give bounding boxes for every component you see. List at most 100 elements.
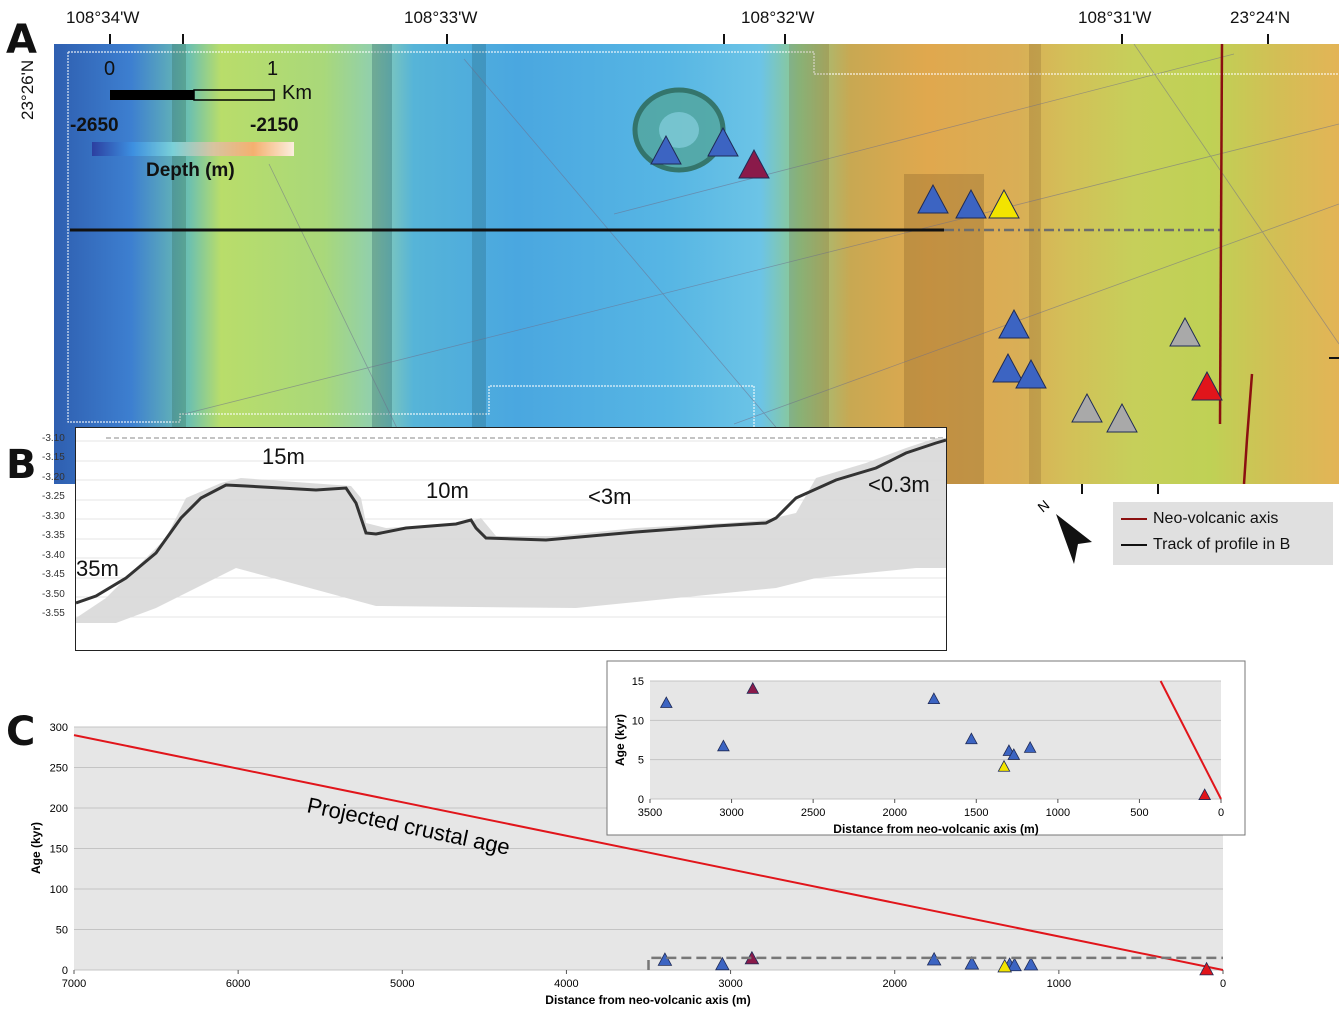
main-x-tick-label: 3000	[718, 978, 742, 990]
inset-x-label: Distance from neo-volcanic axis (m)	[833, 822, 1038, 836]
profile-tick: -3.15	[42, 452, 65, 463]
inset-y-tick-label: 10	[632, 715, 644, 727]
sample-triangle-yellow	[988, 188, 1020, 219]
lat-label-26: 23°26'N	[18, 59, 37, 120]
profile-tick: -3.25	[42, 491, 65, 502]
inset-x-tick-label: 0	[1218, 807, 1224, 819]
depth-max-label: -2150	[250, 115, 299, 136]
profile-label-3m: <3m	[588, 484, 632, 509]
inset-x-tick-label: 3500	[638, 807, 662, 819]
inset-sample-point	[997, 759, 1011, 772]
map-legend: Neo-volcanic axis Track of profile in B	[1113, 502, 1333, 565]
sample-triangle-purple	[738, 148, 770, 179]
inset-sample-point	[1007, 748, 1021, 760]
lat-label-24: 23°24'N	[1230, 8, 1291, 27]
legend-neo-volcanic-axis: Neo-volcanic axis	[1121, 510, 1278, 528]
main-sample-point	[657, 952, 673, 966]
map-right-tick	[1329, 357, 1339, 359]
profile-tick: -3.35	[42, 530, 65, 541]
sample-triangle-gray	[1106, 402, 1138, 433]
north-arrow-icon: N	[1034, 497, 1092, 564]
legend-swatch-track	[1121, 543, 1147, 546]
main-y-tick-label: 300	[50, 722, 68, 734]
main-marks	[73, 734, 1224, 976]
legend-track-of-profile: Track of profile in B	[1121, 536, 1290, 554]
lon-label-33: 108°33'W	[404, 8, 478, 27]
profile-label-15m: 15m	[262, 444, 305, 469]
main-y-tick-label: 50	[56, 925, 68, 937]
main-sample-point	[1199, 961, 1214, 976]
inset-crustal-age-line	[1159, 680, 1222, 800]
map-bottom-ticks	[1081, 484, 1159, 494]
sample-triangle-gray	[1169, 316, 1201, 347]
main-x-tick-label: 4000	[554, 978, 578, 990]
sample-triangle-blue	[917, 183, 949, 214]
inset-x-tick-label: 3000	[719, 807, 743, 819]
profile-tick: -3.50	[42, 589, 65, 600]
main-x-tick-label: 6000	[226, 978, 250, 990]
scale-bar-start: 0	[104, 58, 116, 80]
profile-label-0-3m: <0.3m	[868, 472, 930, 497]
main-y-label: Age (kyr)	[29, 822, 43, 874]
sample-triangle-blue	[955, 188, 987, 219]
inset-marks	[659, 680, 1222, 800]
inset-range-bracket	[647, 956, 1223, 970]
scale-bar-end: 1	[267, 58, 279, 80]
sample-triangle-blue	[992, 352, 1024, 383]
inset-sample-point	[659, 696, 673, 708]
inset-x-tick-label: 1500	[964, 807, 988, 819]
profile-tick: -3.20	[42, 472, 65, 483]
depth-colorbar	[92, 142, 294, 156]
profile-tick: -3.45	[42, 569, 65, 580]
map-overlay	[67, 44, 1339, 484]
inset-grid	[650, 680, 1221, 800]
depth-label: Depth (m)	[146, 160, 235, 181]
scale-bar-unit: Km	[282, 82, 312, 104]
inset-x-tick-label: 2500	[801, 807, 825, 819]
lon-label-31: 108°31'W	[1078, 8, 1152, 27]
sample-triangle-gray	[1071, 392, 1103, 423]
sample-triangle-blue	[1015, 358, 1047, 389]
inset-sample-point	[927, 692, 941, 704]
profile-y-axis: -3.10 -3.15 -3.20 -3.25 -3.30 -3.35 -3.4…	[42, 433, 76, 628]
depth-profile: 15m 10m <3m <0.3m 35m	[75, 427, 947, 651]
main-x-tick-label: 0	[1220, 978, 1226, 990]
sample-triangle-blue	[650, 134, 682, 165]
profile-label-10m: 10m	[426, 478, 469, 503]
inset-sample-point	[1198, 788, 1212, 800]
main-sample-point	[1023, 956, 1039, 971]
profile-tick: -3.40	[42, 550, 65, 561]
sample-triangle-red	[1191, 370, 1223, 401]
scale-bar-white	[193, 89, 275, 101]
legend-label-track: Track of profile in B	[1153, 536, 1291, 553]
inset-y-label: Age (kyr)	[613, 714, 627, 766]
inset-x-tick-label: 1000	[1046, 807, 1070, 819]
svg-text:N: N	[1034, 497, 1052, 516]
lon-label-34: 108°34'W	[66, 8, 140, 27]
inset-sample-point	[746, 682, 760, 694]
map-top-ticks	[109, 34, 1269, 44]
profile-tick: -3.55	[42, 608, 65, 619]
inset-sample-point	[1023, 741, 1037, 753]
depth-min-label: -2650	[70, 115, 119, 136]
main-sample-point	[715, 956, 730, 971]
panel-label-a: A	[6, 17, 37, 63]
inset-x-tick-label: 2000	[882, 807, 906, 819]
legend-swatch-axis	[1121, 517, 1147, 520]
main-x-tick-label: 1000	[1047, 978, 1071, 990]
main-x-tick-label: 7000	[62, 978, 86, 990]
main-y-tick-label: 250	[50, 763, 68, 775]
main-y-tick-label: 0	[62, 965, 68, 977]
inset-ticks: 0 5 10 15 3500 3000 2500 2000 1500 1000 500 0	[632, 676, 1224, 819]
profile-tick: -3.30	[42, 511, 65, 522]
scale-bar-black	[110, 90, 194, 100]
main-y-tick-label: 200	[50, 803, 68, 815]
main-sample-point	[964, 956, 980, 970]
inset-y-tick-label: 0	[638, 794, 644, 806]
neo-volcanic-axis-line	[1218, 44, 1224, 425]
bathymetry-map: 0 1 Km -2650 -2150 Depth (m)	[54, 44, 1339, 484]
sample-triangle-blue	[998, 308, 1030, 339]
main-x-tick-label: 5000	[390, 978, 414, 990]
